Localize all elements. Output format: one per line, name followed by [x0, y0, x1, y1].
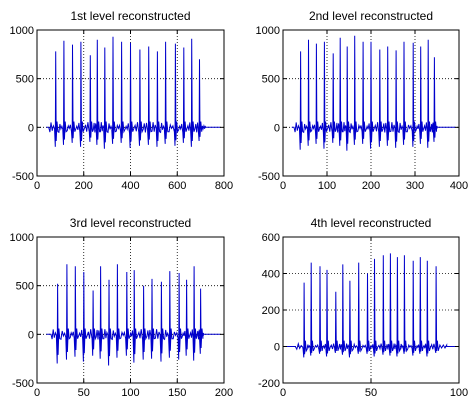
- signal-line: [46, 36, 221, 149]
- y-tick-label: 200: [262, 305, 280, 317]
- x-tick-label: 100: [318, 180, 336, 192]
- y-tick-label: 1000: [10, 232, 34, 244]
- x-tick-label: 200: [75, 180, 93, 192]
- signal-line: [291, 35, 456, 151]
- y-tick-label: 400: [262, 269, 280, 281]
- x-tick-label: 0: [280, 180, 286, 192]
- chart-title: 3rd level reconstructed: [70, 216, 191, 230]
- y-tick-label: 500: [16, 74, 34, 86]
- x-tick-label: 0: [280, 387, 286, 399]
- x-tick-label: 200: [362, 180, 380, 192]
- x-tick-label: 800: [215, 180, 233, 192]
- y-tick-label: -500: [12, 171, 34, 183]
- chart-title: 4th level reconstructed: [311, 216, 432, 230]
- y-tick-label: 600: [262, 232, 280, 244]
- x-tick-label: 200: [215, 387, 233, 399]
- y-tick-label: 0: [274, 342, 280, 354]
- y-tick-label: -200: [258, 378, 280, 390]
- y-tick-label: 500: [16, 281, 34, 293]
- y-tick-label: 0: [28, 329, 34, 341]
- x-tick-label: 100: [450, 387, 468, 399]
- x-tick-label: 50: [78, 387, 90, 399]
- x-tick-label: 300: [406, 180, 424, 192]
- y-tick-label: 1000: [10, 25, 34, 37]
- y-tick-label: 500: [262, 74, 280, 86]
- signal-line: [46, 264, 221, 366]
- y-tick-label: 1000: [256, 25, 280, 37]
- chart-title: 2nd level reconstructed: [309, 9, 433, 23]
- x-tick-label: 0: [34, 180, 40, 192]
- subplot-2nd-level: 2nd level reconstructed 0 100 200 300 400 -500…: [256, 9, 469, 192]
- chart-title: 1st level reconstructed: [70, 9, 190, 23]
- x-tick-label: 600: [168, 180, 186, 192]
- y-tick-label: 0: [28, 122, 34, 134]
- y-tick-label: 0: [274, 122, 280, 134]
- x-tick-label: 400: [121, 180, 139, 192]
- x-tick-label: 150: [168, 387, 186, 399]
- x-tick-label: 0: [34, 387, 40, 399]
- signal-line: [286, 253, 456, 358]
- x-tick-label: 50: [365, 387, 377, 399]
- y-tick-label: -500: [258, 171, 280, 183]
- x-tick-label: 100: [121, 387, 139, 399]
- subplot-1st-level: 1st level reconstructed 0 200 400 600 800 -500…: [10, 9, 234, 192]
- y-tick-label: -500: [12, 378, 34, 390]
- x-tick-label: 400: [450, 180, 468, 192]
